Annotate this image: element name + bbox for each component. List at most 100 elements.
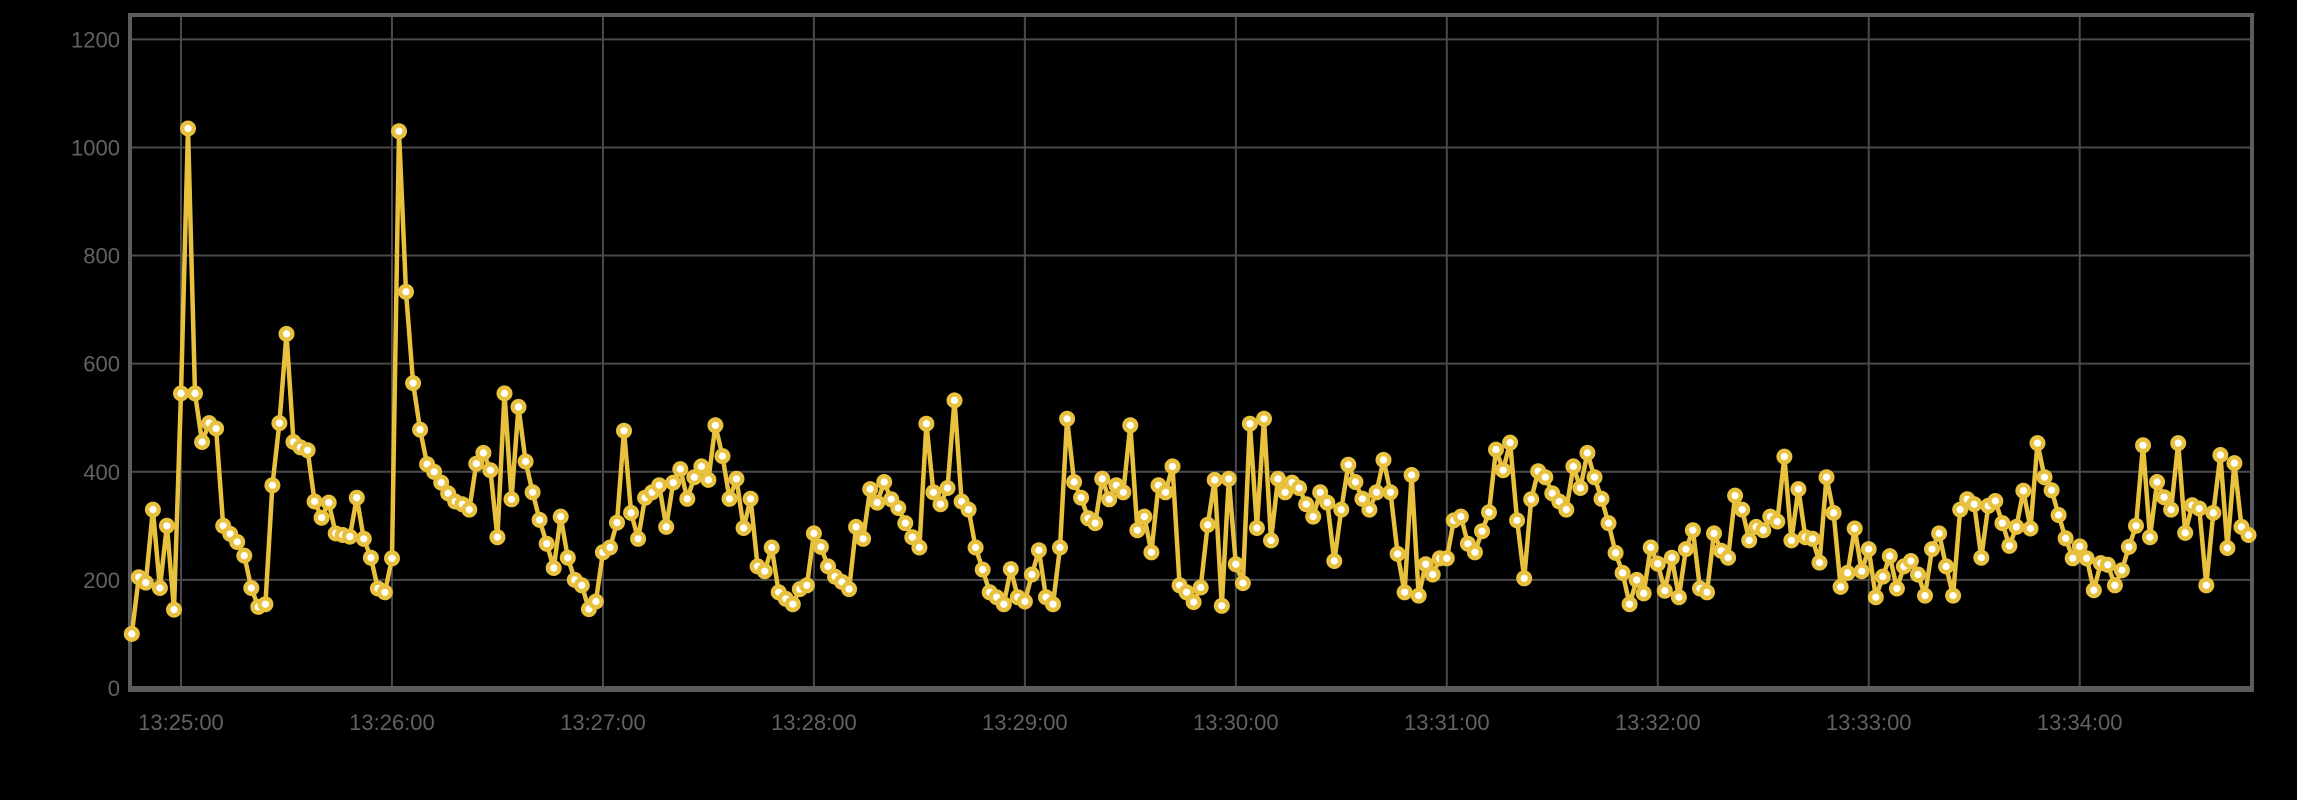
data-point-core (1070, 478, 1078, 486)
data-point-core (1485, 508, 1493, 516)
x-axis-tick-label: 13:30:00 (1193, 710, 1279, 735)
data-point-core (1661, 587, 1669, 595)
data-point-core (311, 497, 319, 506)
data-point-core (2223, 544, 2231, 552)
data-point-core (1386, 488, 1395, 496)
data-point-core (2209, 509, 2217, 517)
data-point-core (1710, 529, 1718, 538)
x-axis-tick-label: 13:29:00 (982, 710, 1068, 735)
data-point-core (592, 597, 600, 606)
data-point-core (1422, 560, 1430, 568)
data-point-core (304, 446, 312, 454)
data-point-core (1168, 462, 1177, 470)
data-point-core (1408, 471, 1416, 479)
data-point-core (1907, 557, 1915, 565)
data-point-core (1914, 570, 1922, 579)
data-point-core (845, 585, 853, 593)
data-point-core (894, 504, 902, 512)
data-point-core (2012, 523, 2020, 531)
data-point-core (1921, 592, 1929, 600)
data-point-core (191, 389, 199, 397)
data-point-core (1267, 536, 1275, 545)
data-point-core (718, 452, 727, 460)
data-point-core (2230, 459, 2238, 467)
data-point-core (768, 543, 776, 552)
data-point-core (761, 567, 769, 575)
data-point-core (901, 519, 909, 527)
data-point-core (1049, 600, 1057, 608)
data-point-core (1851, 524, 1859, 533)
data-point-core (690, 473, 698, 481)
data-point-core (1844, 569, 1852, 577)
data-point-core (697, 462, 706, 470)
data-point-core (711, 421, 720, 429)
data-point-core (1619, 569, 1627, 577)
data-point-core (1379, 456, 1388, 464)
data-point-core (2146, 533, 2154, 541)
data-point-core (564, 554, 572, 562)
data-point-core (634, 535, 642, 543)
data-point-core (529, 488, 537, 496)
data-point-core (184, 124, 192, 133)
data-point-core (873, 499, 881, 507)
data-point-core (268, 481, 276, 489)
data-point-core (233, 538, 241, 546)
data-point-core (1239, 579, 1247, 587)
data-point-core (1879, 573, 1887, 581)
data-point-core (1977, 554, 1985, 562)
data-point-core (1724, 554, 1732, 562)
data-point-core (240, 552, 248, 560)
data-point-core (1091, 519, 1099, 527)
data-point-core (2111, 581, 2119, 589)
data-point-core (1499, 466, 1507, 474)
x-axis-tick-label: 13:27:00 (560, 710, 646, 735)
data-point-core (1548, 489, 1556, 497)
data-point-core (1865, 545, 1873, 553)
data-point-core (866, 485, 874, 493)
data-point-core (1295, 484, 1303, 492)
data-point-core (2055, 511, 2063, 519)
data-point-core (1077, 494, 1085, 502)
data-point-core (880, 478, 888, 486)
data-point-core (2005, 542, 2013, 550)
data-point-core (958, 497, 966, 506)
data-point-core (2195, 504, 2203, 513)
data-point-core (1583, 449, 1591, 457)
data-point-core (1232, 560, 1240, 568)
data-point-core (1274, 475, 1282, 483)
data-point-core (1998, 519, 2006, 527)
data-point-core (557, 513, 565, 521)
data-point-core (2216, 451, 2224, 459)
y-axis-tick-label: 400 (83, 460, 120, 485)
data-point-core (416, 426, 424, 434)
data-point-core (1309, 513, 1317, 521)
data-point-core (2167, 506, 2175, 514)
data-point-core (1204, 521, 1212, 529)
data-point-core (1942, 562, 1950, 571)
data-point-core (1281, 488, 1289, 496)
data-point-core (2019, 487, 2027, 495)
data-point-core (1358, 495, 1366, 503)
data-point-core (1372, 488, 1381, 496)
data-point-core (922, 420, 931, 428)
data-point-core (965, 506, 973, 514)
data-point-core (803, 581, 811, 589)
data-point-core (1035, 546, 1043, 554)
data-point-core (620, 427, 628, 435)
data-point-core (1000, 600, 1008, 608)
data-point-core (282, 330, 291, 338)
data-point-core (1197, 583, 1205, 592)
data-point-core (1063, 415, 1071, 423)
data-point-core (613, 519, 621, 527)
data-point-core (318, 514, 326, 522)
data-point-core (2026, 524, 2035, 533)
data-point-core (1365, 506, 1373, 514)
x-axis-tick-label: 13:31:00 (1404, 710, 1490, 735)
data-point-core (908, 533, 916, 541)
data-point-core (2062, 534, 2070, 542)
data-point-core (972, 543, 980, 552)
data-point-core (2069, 554, 2077, 562)
data-point-core (346, 533, 354, 541)
